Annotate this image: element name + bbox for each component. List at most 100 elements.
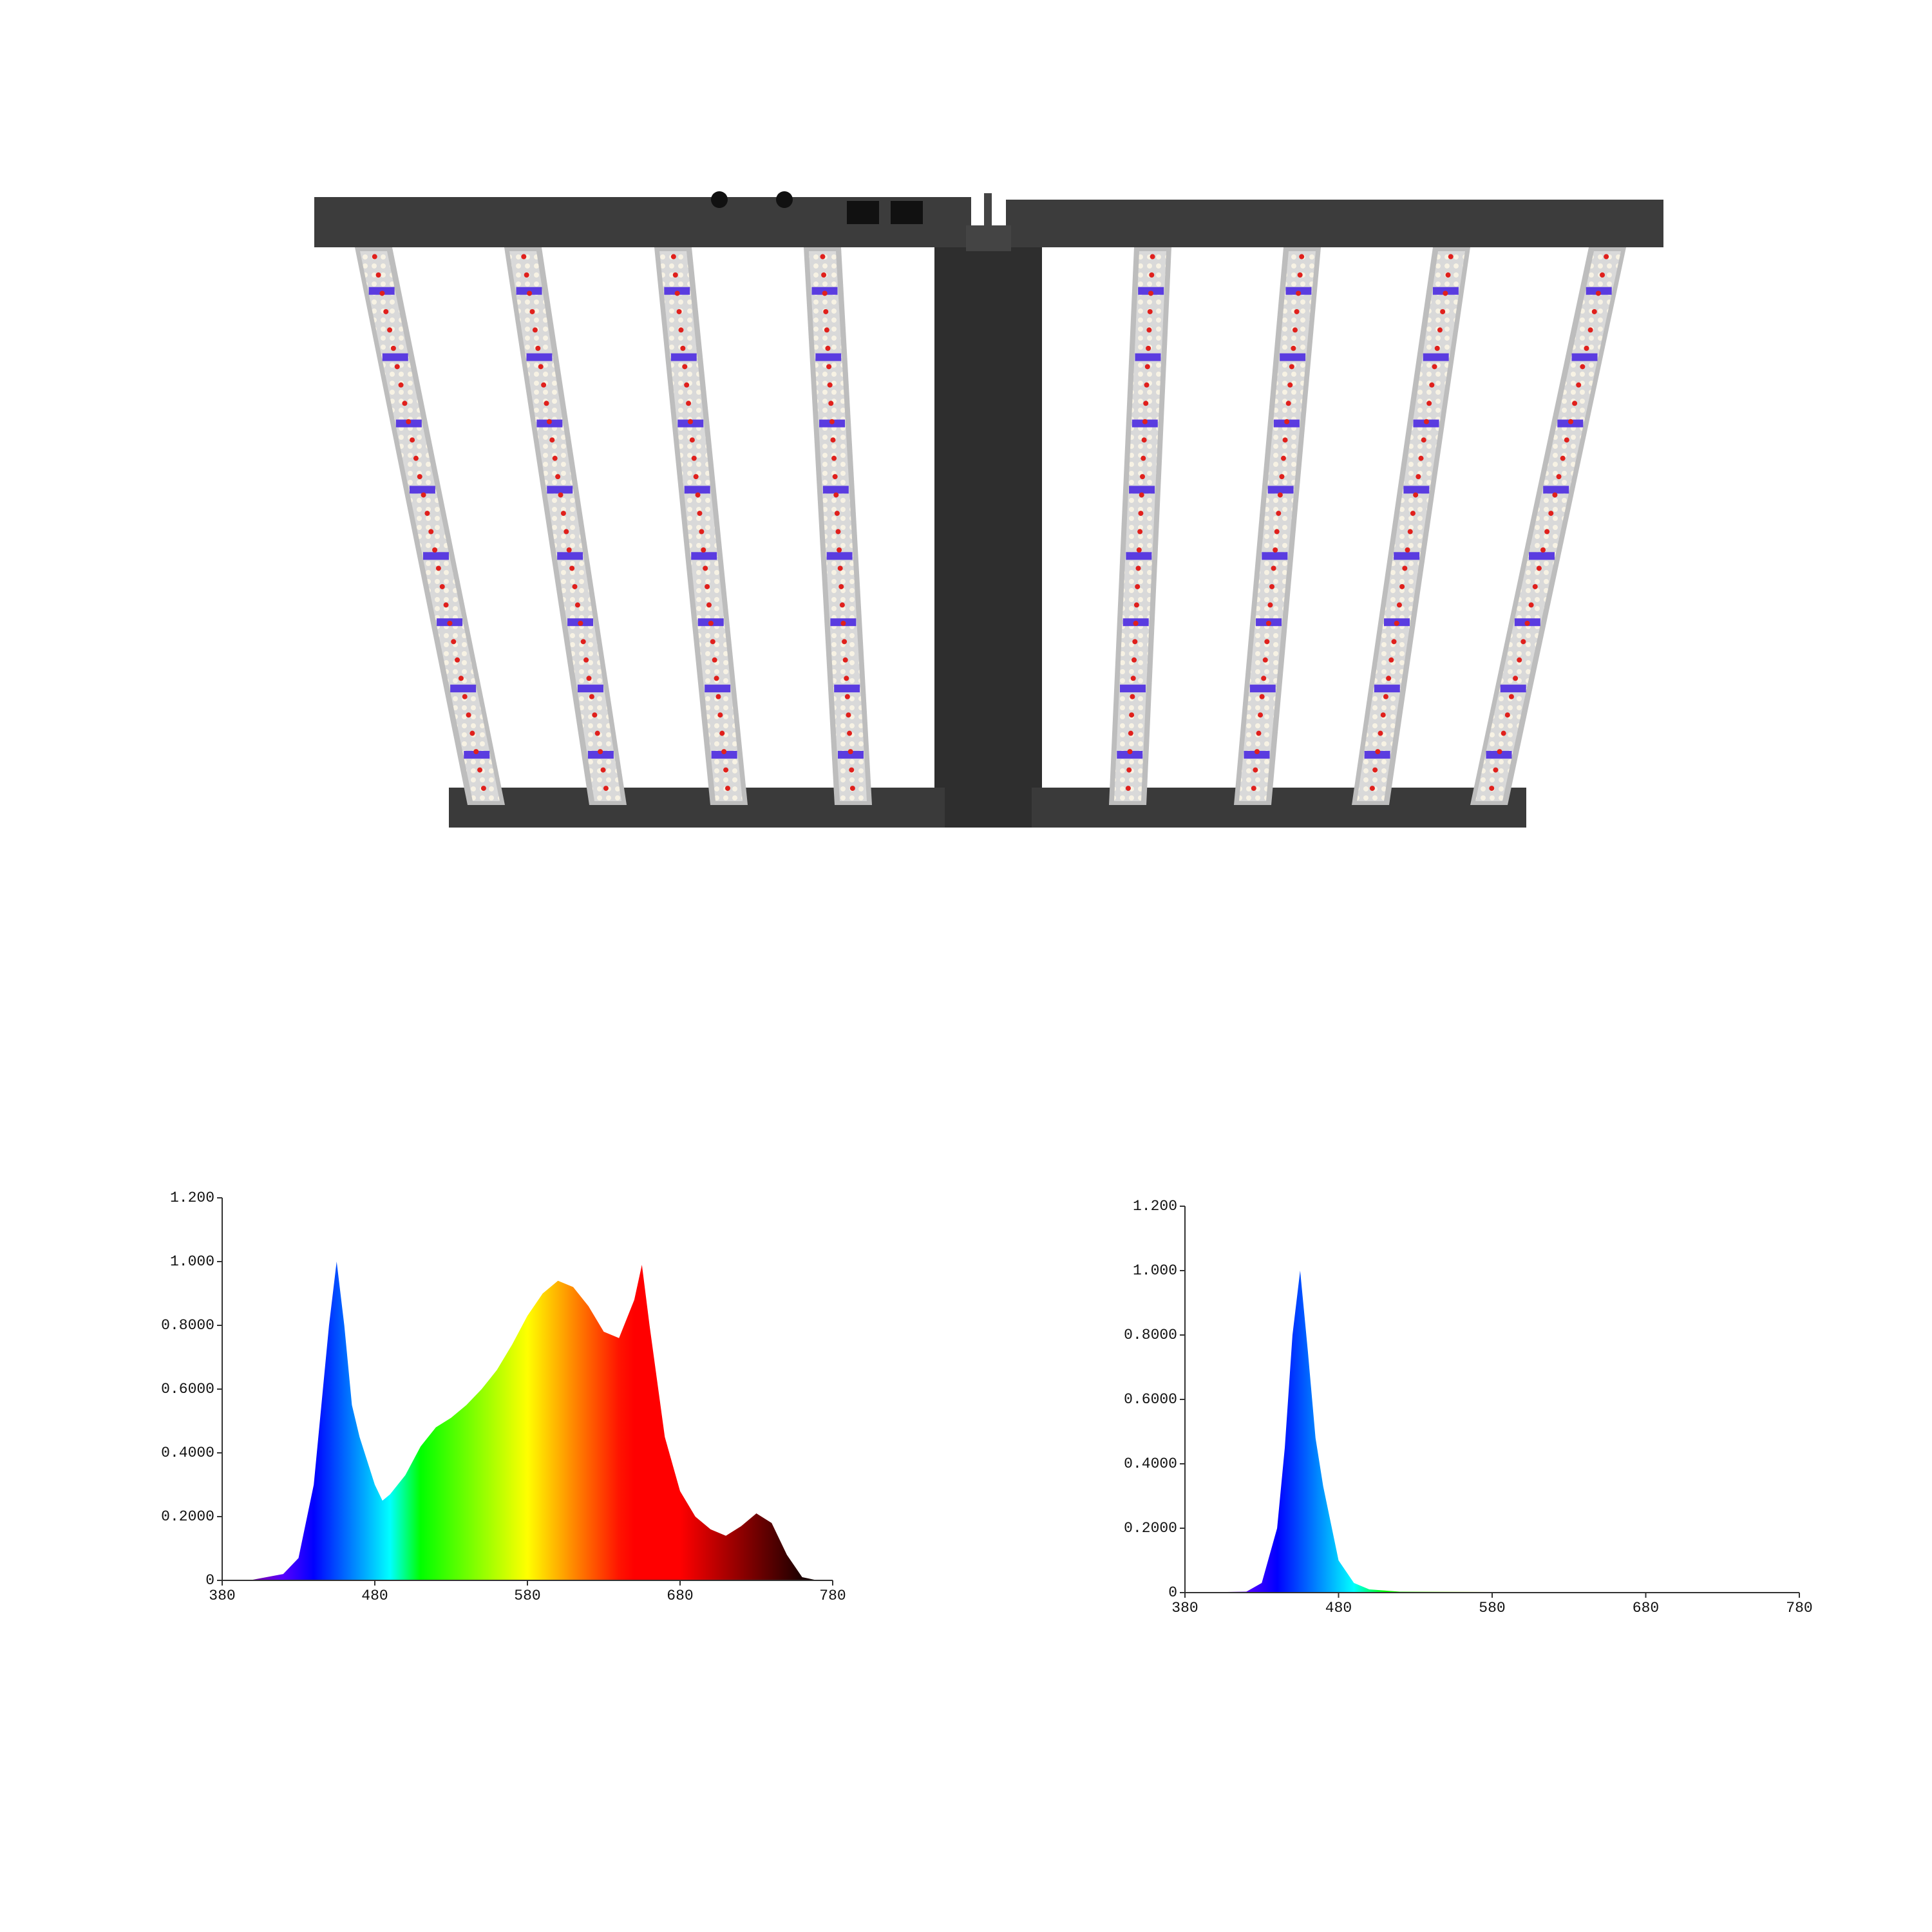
red-led: [1540, 547, 1546, 553]
blue-led-row: [705, 685, 731, 693]
red-led: [594, 730, 600, 736]
red-led: [524, 272, 529, 278]
red-led: [828, 401, 834, 406]
red-led: [558, 492, 564, 498]
red-led: [1126, 767, 1132, 773]
red-led: [837, 565, 843, 571]
red-led: [1261, 676, 1267, 681]
red-led: [1432, 364, 1437, 370]
blue-led-row: [834, 685, 860, 693]
red-led: [1289, 364, 1294, 370]
red-led: [680, 345, 686, 351]
red-led: [544, 401, 549, 406]
red-led: [1253, 767, 1258, 773]
red-led: [1388, 657, 1394, 663]
blue-led-row: [815, 353, 842, 361]
red-led: [844, 694, 850, 699]
blue-led-row: [691, 552, 717, 560]
red-led: [1394, 620, 1399, 626]
blue-led-row: [1571, 353, 1598, 361]
blue-led-row: [1543, 486, 1569, 494]
red-led: [1399, 583, 1405, 589]
red-led: [564, 529, 569, 535]
led-strip-face: [1357, 251, 1465, 801]
red-led: [1504, 712, 1510, 718]
red-led: [723, 767, 729, 773]
x-tick-label: 480: [1325, 1600, 1352, 1616]
red-led: [589, 694, 594, 699]
red-led: [1279, 474, 1285, 480]
red-led: [827, 382, 833, 388]
y-tick-label: 0.4000: [1124, 1455, 1177, 1472]
red-led: [1524, 620, 1530, 626]
red-led: [1556, 474, 1562, 480]
red-led: [821, 272, 827, 278]
red-led: [451, 639, 457, 645]
red-led: [383, 308, 389, 314]
hanger: [984, 193, 992, 225]
red-led: [379, 290, 385, 296]
red-led: [1139, 492, 1144, 498]
red-led: [1140, 474, 1146, 480]
red-led: [1572, 401, 1578, 406]
red-led: [1143, 401, 1149, 406]
red-led: [1372, 767, 1378, 773]
red-led: [840, 620, 846, 626]
blue-led-row: [464, 750, 490, 759]
red-led: [1150, 254, 1155, 260]
red-led: [1128, 730, 1133, 736]
red-led: [1410, 511, 1416, 516]
red-led: [1600, 272, 1605, 278]
red-led: [469, 730, 475, 736]
red-led: [1274, 529, 1280, 535]
red-led: [473, 749, 479, 755]
red-led: [820, 254, 826, 260]
red-led: [462, 694, 468, 699]
red-led: [521, 254, 527, 260]
x-tick-label: 480: [361, 1587, 388, 1604]
red-led: [1149, 272, 1155, 278]
red-led: [435, 565, 441, 571]
red-led: [535, 345, 541, 351]
red-led: [1405, 547, 1410, 553]
red-led: [555, 474, 561, 480]
blue-led-row: [1500, 685, 1526, 693]
blue-led-row: [409, 486, 435, 494]
red-led: [443, 602, 449, 608]
y-tick-label: 0.4000: [161, 1444, 214, 1461]
bottom-rail-right: [1032, 788, 1526, 828]
y-tick-label: 1.200: [170, 1189, 214, 1206]
blue-led-row: [1364, 750, 1390, 759]
red-led: [1130, 676, 1136, 681]
red-led: [1591, 308, 1597, 314]
red-led: [848, 749, 853, 755]
blue-led-row: [547, 486, 573, 494]
red-led: [1296, 290, 1302, 296]
spectrum-area: [222, 1262, 818, 1580]
red-led: [1580, 364, 1586, 370]
red-led: [1584, 345, 1589, 351]
x-tick-label: 580: [1479, 1600, 1505, 1616]
red-led: [549, 437, 555, 443]
x-tick-label: 580: [514, 1587, 540, 1604]
led-strip-face: [809, 251, 867, 801]
red-led: [1383, 694, 1388, 699]
red-led: [705, 583, 710, 589]
red-led: [1567, 419, 1573, 424]
red-led: [1130, 694, 1135, 699]
red-led: [1258, 712, 1264, 718]
red-led: [410, 437, 415, 443]
red-led: [375, 272, 381, 278]
red-led: [1144, 364, 1150, 370]
red-led: [1532, 583, 1538, 589]
red-led: [592, 712, 598, 718]
red-led: [1517, 657, 1522, 663]
red-led: [695, 492, 701, 498]
red-led: [586, 676, 592, 681]
red-led: [1132, 657, 1137, 663]
y-tick-label: 0: [1168, 1584, 1177, 1601]
red-led: [428, 529, 434, 535]
red-led: [686, 401, 692, 406]
red-led: [1144, 382, 1150, 388]
red-led: [455, 657, 460, 663]
